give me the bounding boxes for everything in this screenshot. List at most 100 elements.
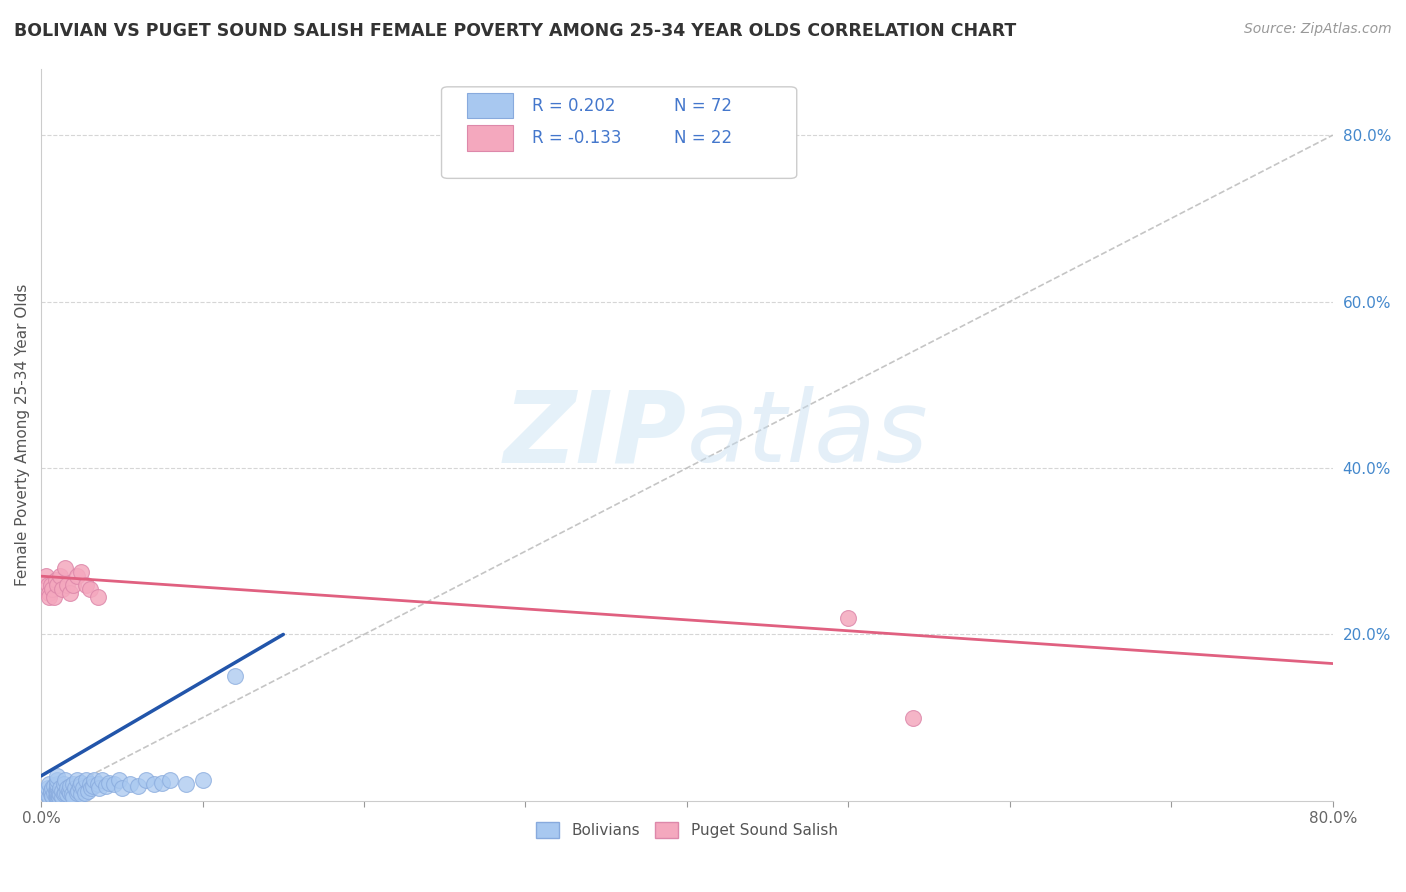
Point — [51, 582, 73, 596]
Point — [159, 773, 181, 788]
Point — [46, 777, 69, 791]
Point — [52, 777, 75, 791]
FancyBboxPatch shape — [467, 93, 513, 119]
Point — [75, 773, 97, 788]
Point — [191, 773, 214, 788]
Point — [135, 773, 157, 788]
Point — [70, 775, 93, 789]
Point — [75, 577, 97, 591]
Point — [49, 569, 72, 583]
Point — [107, 773, 129, 788]
Y-axis label: Female Poverty Among 25-34 Year Olds: Female Poverty Among 25-34 Year Olds — [15, 284, 30, 586]
Point — [42, 786, 65, 800]
Point — [48, 789, 70, 804]
Point — [51, 784, 73, 798]
Point — [46, 787, 69, 801]
Point — [38, 590, 60, 604]
Point — [46, 784, 69, 798]
Point — [94, 779, 117, 793]
Legend: Bolivians, Puget Sound Salish: Bolivians, Puget Sound Salish — [530, 816, 844, 845]
Point — [73, 786, 96, 800]
Point — [41, 789, 63, 803]
Point — [49, 787, 72, 801]
Point — [111, 781, 134, 796]
Point — [86, 590, 108, 604]
Point — [67, 784, 90, 798]
Point — [49, 781, 72, 796]
Point — [66, 773, 89, 788]
Point — [901, 711, 924, 725]
Point — [176, 777, 198, 791]
Point — [127, 779, 149, 793]
Point — [69, 779, 91, 793]
Text: ZIP: ZIP — [503, 386, 688, 483]
Point — [45, 789, 67, 804]
Point — [46, 577, 69, 591]
Point — [118, 777, 141, 791]
Point — [56, 577, 79, 591]
Text: BOLIVIAN VS PUGET SOUND SALISH FEMALE POVERTY AMONG 25-34 YEAR OLDS CORRELATION : BOLIVIAN VS PUGET SOUND SALISH FEMALE PO… — [14, 22, 1017, 40]
Point — [77, 784, 100, 798]
Point — [59, 786, 82, 800]
Point — [70, 565, 93, 579]
Point — [72, 781, 94, 796]
Point — [46, 773, 69, 788]
Point — [53, 773, 76, 788]
Text: R = -0.133: R = -0.133 — [531, 128, 621, 146]
Point — [150, 775, 173, 789]
Point — [82, 779, 104, 793]
Point — [45, 574, 67, 588]
Point — [35, 569, 58, 583]
Point — [46, 781, 69, 796]
Point — [51, 789, 73, 804]
Point — [38, 586, 60, 600]
Point — [80, 781, 103, 796]
Point — [39, 784, 62, 798]
Point — [56, 781, 79, 796]
Point — [41, 582, 63, 596]
Point — [66, 786, 89, 800]
Point — [45, 784, 67, 798]
Point — [62, 577, 84, 591]
Point — [70, 787, 93, 801]
Point — [42, 590, 65, 604]
Point — [53, 561, 76, 575]
FancyBboxPatch shape — [467, 125, 513, 151]
Point — [62, 777, 84, 791]
Point — [46, 791, 69, 805]
Point — [60, 787, 83, 801]
Text: atlas: atlas — [688, 386, 928, 483]
Point — [97, 775, 120, 789]
Point — [837, 611, 859, 625]
Point — [63, 781, 86, 796]
Point — [46, 786, 69, 800]
Point — [56, 787, 79, 801]
Point — [58, 784, 80, 798]
Point — [37, 577, 59, 591]
Text: N = 22: N = 22 — [673, 128, 733, 146]
Point — [79, 582, 101, 596]
Point — [39, 787, 62, 801]
Point — [83, 773, 105, 788]
Point — [48, 786, 70, 800]
Point — [89, 781, 111, 796]
Point — [38, 777, 60, 791]
Point — [62, 789, 84, 804]
Point — [59, 779, 82, 793]
Point — [46, 769, 69, 783]
Point — [35, 786, 58, 800]
Text: R = 0.202: R = 0.202 — [531, 96, 616, 114]
Point — [39, 577, 62, 591]
Point — [91, 773, 114, 788]
Point — [224, 669, 246, 683]
Point — [86, 777, 108, 791]
Point — [38, 789, 60, 804]
Point — [46, 789, 69, 803]
Point — [46, 779, 69, 793]
Point — [103, 777, 125, 791]
Point — [42, 779, 65, 793]
Point — [53, 786, 76, 800]
Point — [59, 586, 82, 600]
Point — [37, 781, 59, 796]
Text: N = 72: N = 72 — [673, 96, 733, 114]
